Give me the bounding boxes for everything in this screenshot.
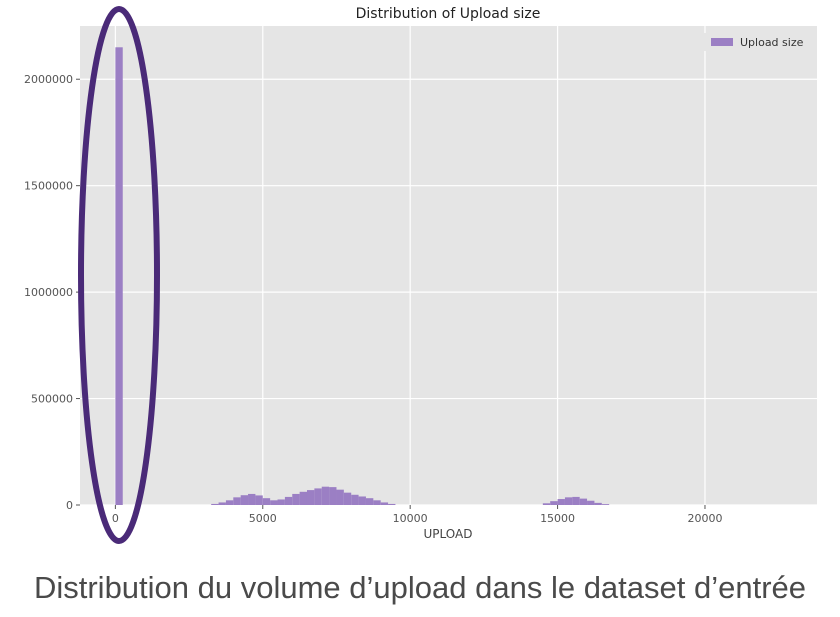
histogram-bar	[255, 495, 263, 505]
highlight-ellipse	[78, 6, 160, 544]
y-tick-label: 2000000	[24, 73, 73, 86]
histogram-bar	[329, 487, 337, 505]
histogram-bar	[550, 501, 558, 505]
chart-title: Distribution of Upload size	[356, 6, 541, 22]
histogram-bar	[343, 492, 352, 505]
histogram-bar	[277, 499, 285, 505]
plot-background	[80, 26, 817, 505]
histogram-bar	[564, 497, 573, 505]
histogram-bar	[388, 503, 396, 505]
legend: Upload size	[704, 33, 810, 51]
histogram-bar	[557, 499, 565, 505]
histogram-bar	[240, 495, 249, 505]
histogram-bar	[579, 498, 588, 505]
histogram-bar	[115, 47, 123, 506]
histogram-bar	[380, 502, 389, 505]
x-tick-label: 15000	[540, 512, 575, 525]
histogram-bar	[587, 500, 595, 505]
histogram-bar	[373, 500, 381, 505]
histogram-bar	[262, 498, 271, 505]
histogram-bar	[211, 503, 219, 505]
axis-ticks: 0 5000 10000 15000 20000 0 500000 1000000 150000…	[24, 73, 722, 525]
histogram-bar	[365, 498, 374, 505]
histogram-bar	[358, 496, 366, 505]
legend-swatch	[711, 38, 733, 46]
histogram-bar	[218, 502, 226, 505]
histogram-chart: 0 5000 10000 15000 20000 0 500000 1000000 150000…	[24, 6, 817, 544]
histogram-bar	[270, 500, 278, 505]
y-tick-label: 1000000	[24, 286, 73, 299]
histogram-bar	[351, 494, 359, 505]
histogram-bar	[601, 504, 610, 505]
grid-lines	[80, 26, 817, 506]
histogram-bar	[284, 496, 293, 505]
x-tick-label: 0	[112, 512, 119, 525]
legend-label: Upload size	[740, 36, 804, 49]
histogram-bar	[336, 489, 344, 505]
x-tick-label: 20000	[687, 512, 722, 525]
y-tick-label: 0	[66, 499, 73, 512]
x-tick-label: 10000	[393, 512, 428, 525]
y-tick-label: 500000	[31, 393, 73, 406]
histogram-bar	[248, 493, 256, 505]
histogram-bar	[321, 486, 330, 505]
histogram-bar	[299, 491, 307, 505]
histogram-bar	[292, 493, 300, 505]
x-axis-label: UPLOAD	[424, 527, 473, 541]
histogram-bar	[572, 496, 580, 505]
histogram-bar	[594, 502, 602, 505]
histogram-bar	[233, 497, 241, 505]
y-tick-label: 1500000	[24, 180, 73, 193]
x-tick-label: 5000	[249, 512, 277, 525]
legend-box	[704, 33, 810, 51]
figure-caption: Distribution du volume d’upload dans le …	[33, 570, 807, 605]
histogram-bar	[314, 488, 322, 505]
histogram-bar	[225, 500, 234, 505]
histogram-bar	[542, 503, 551, 505]
histogram-bar	[306, 490, 315, 505]
histogram-bars	[115, 47, 610, 506]
